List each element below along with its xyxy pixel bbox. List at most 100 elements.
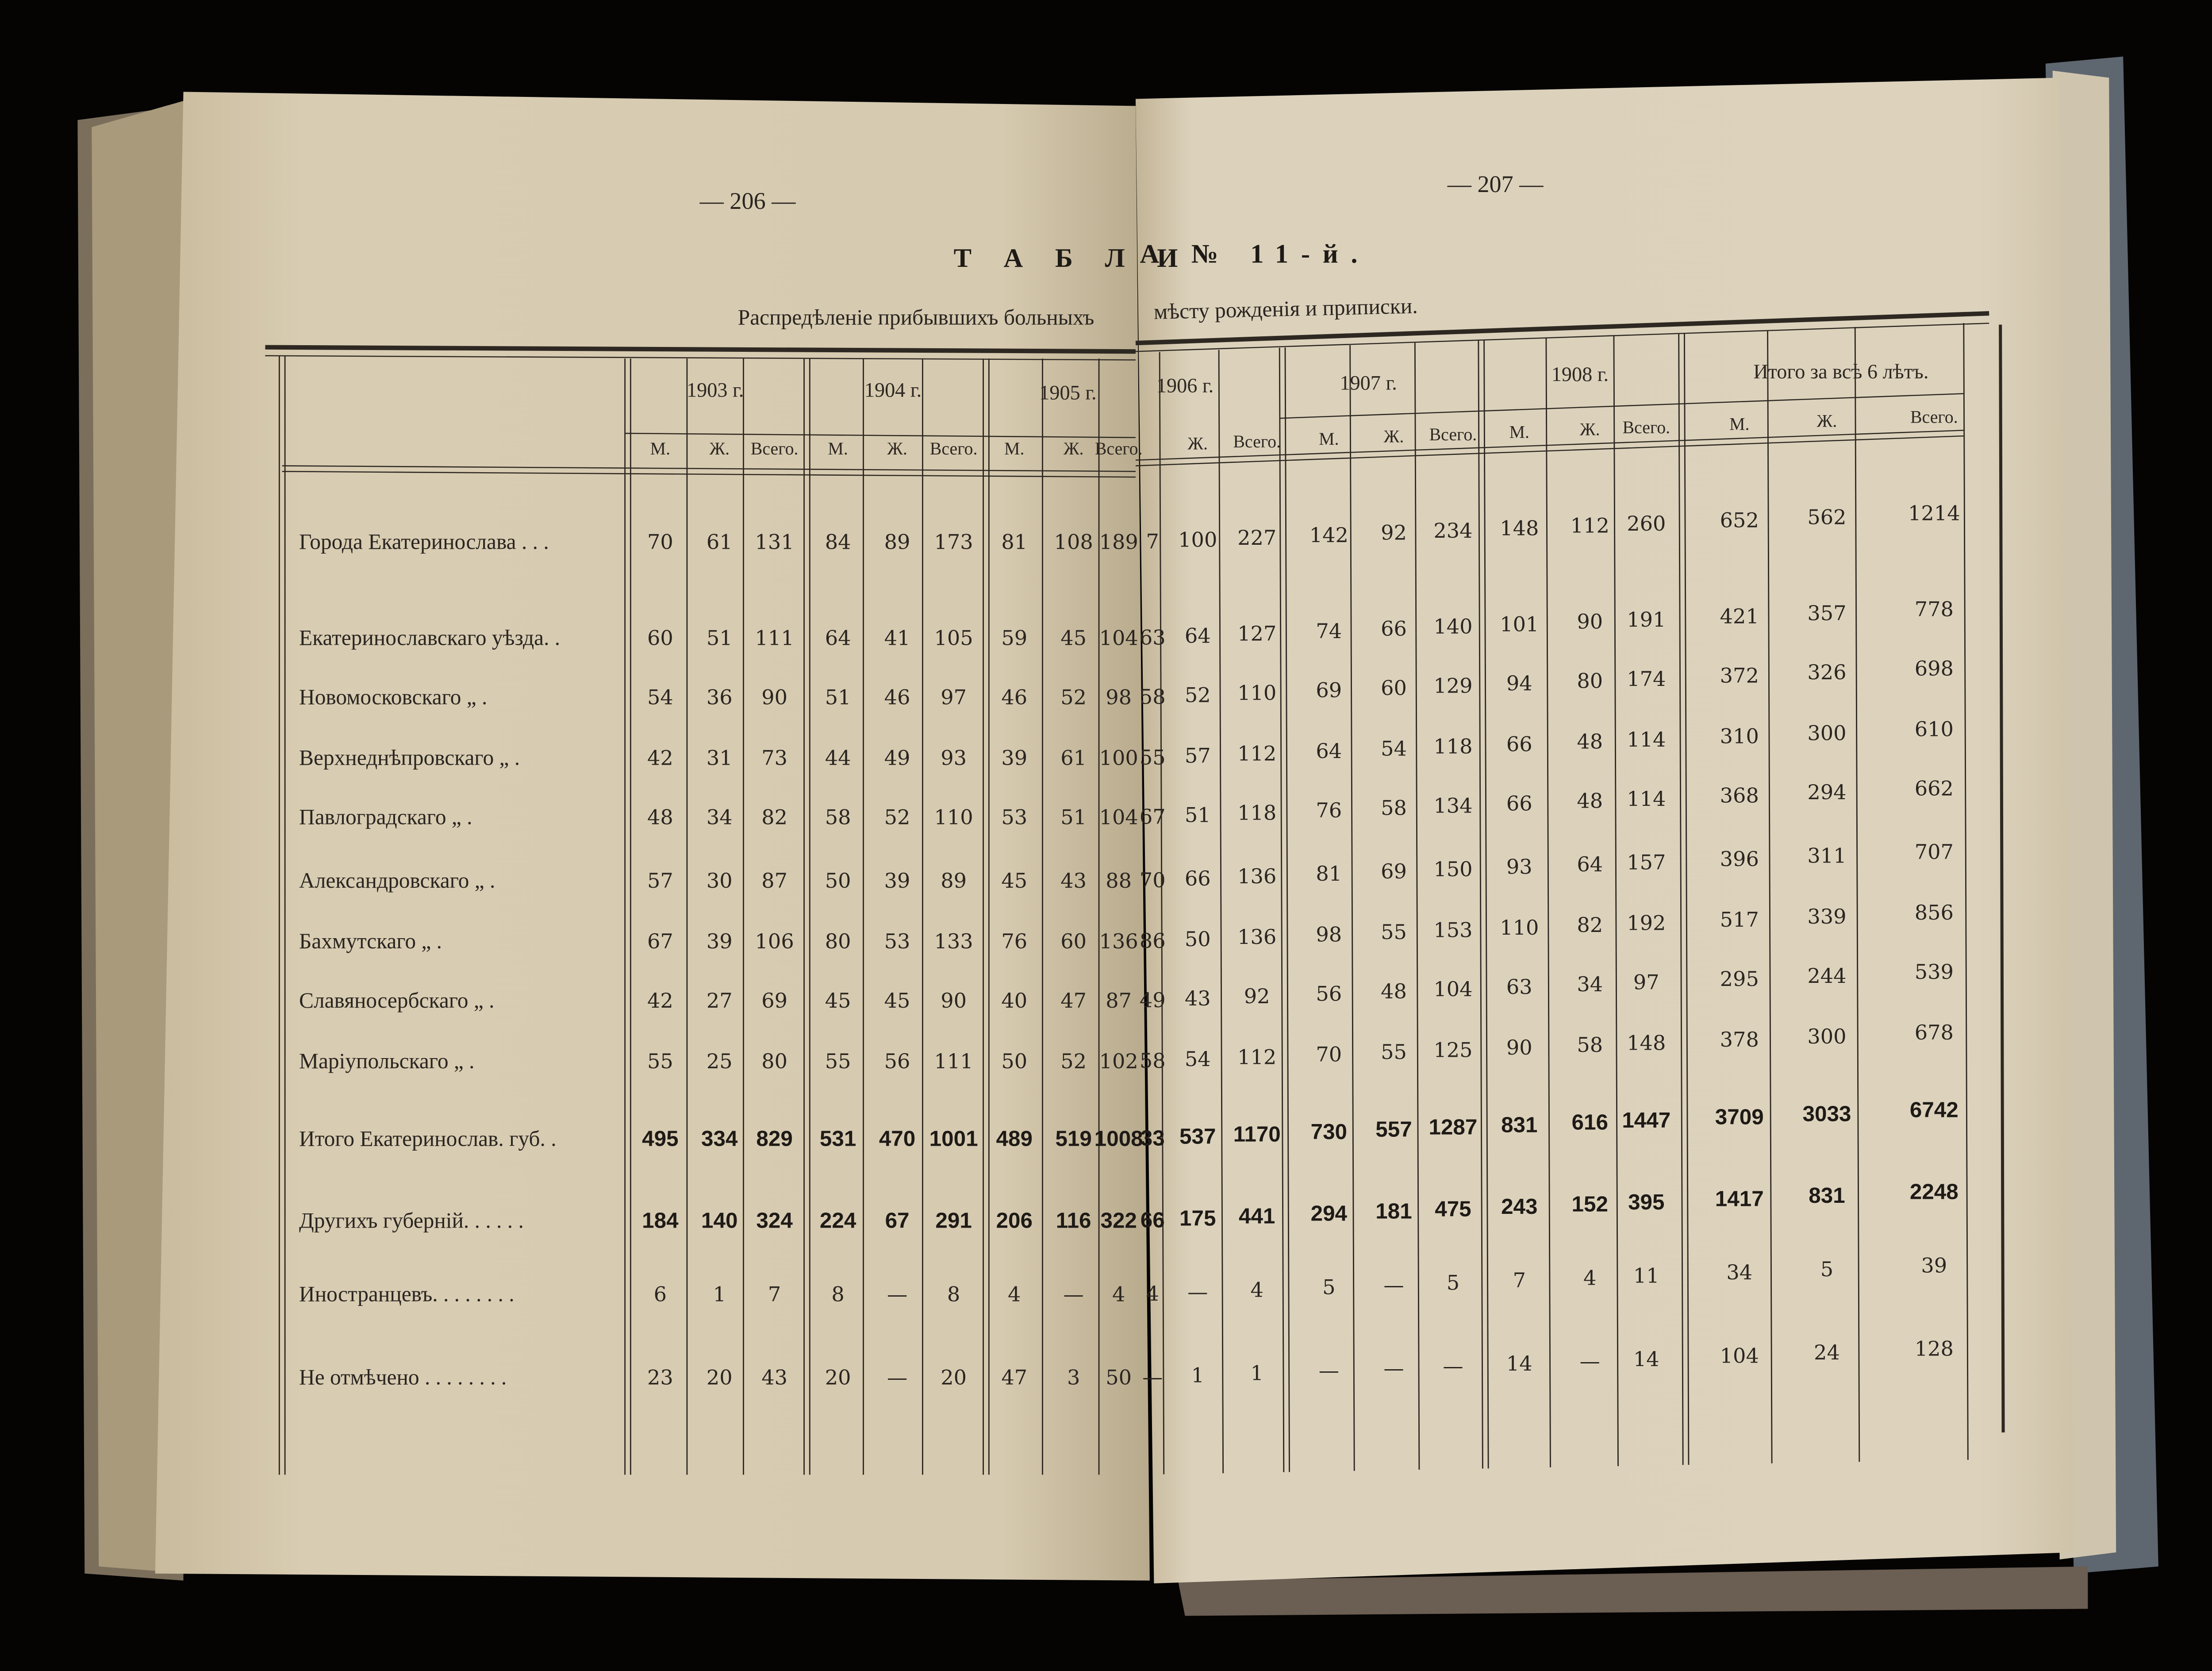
table-cell: 142	[1310, 523, 1348, 547]
table-cell: 53	[884, 929, 910, 953]
table-cell: 495	[642, 1127, 678, 1151]
table-cell: 48	[1577, 789, 1603, 813]
table-cell: 60	[647, 626, 673, 650]
table-cell: 54	[1381, 737, 1407, 761]
table-cell: 14	[1506, 1351, 1532, 1375]
table-cell: 662	[1915, 777, 1954, 801]
table-cell: 118	[1237, 801, 1276, 825]
rule-line	[1854, 327, 1860, 1462]
rule-line	[265, 355, 1136, 361]
table-cell: 51	[825, 685, 851, 709]
rule-line	[1478, 340, 1483, 1469]
subheader-f: Ж.	[1580, 420, 1600, 439]
table-cell: 324	[756, 1208, 793, 1232]
table-cell: 50	[1185, 927, 1211, 951]
table-cell: 125	[1433, 1038, 1472, 1062]
rule-line	[1218, 350, 1224, 1474]
table-cell: 104	[1720, 1344, 1759, 1367]
table-cell: —	[1064, 1282, 1084, 1306]
table-cell: 616	[1572, 1110, 1608, 1135]
table-cell: 5	[1322, 1275, 1335, 1299]
table-cell: 112	[1571, 514, 1609, 538]
table-cell: 93	[1506, 855, 1532, 879]
table-cell: 1001	[929, 1127, 978, 1151]
table-cell: 831	[1809, 1183, 1845, 1208]
table-cell: 14	[1633, 1347, 1659, 1371]
subheader-m: М.	[1729, 414, 1749, 434]
table-cell: 421	[1720, 604, 1759, 628]
table-cell: 53	[1001, 805, 1027, 829]
table-cell: 20	[707, 1365, 733, 1389]
table-row: Итого Екатеринослав. губ. . 495 334 829 531 4…	[299, 1098, 1959, 1151]
table-cell: 64	[825, 626, 851, 650]
table-cell: 55	[1381, 1040, 1407, 1064]
table-cell: 48	[1381, 979, 1407, 1003]
table-cell: —	[1319, 1359, 1339, 1382]
table-cell: 97	[941, 685, 967, 709]
table-cell: 610	[1915, 717, 1954, 741]
table-row: Маріупольскаго „ . 55 25 80 55 56 111 50 52 102 58…	[299, 1020, 1954, 1073]
subheader-total: Всего.	[751, 439, 799, 458]
row-label: Павлоградскаго „ .	[299, 805, 472, 829]
table-cell: 66	[1506, 732, 1532, 756]
subheader-total: Всего.	[1910, 407, 1958, 427]
table-cell: 1447	[1622, 1108, 1671, 1132]
table-cell: 52	[1060, 685, 1087, 709]
table-cell: 6742	[1910, 1098, 1959, 1122]
table-cell: 1214	[1908, 501, 1960, 525]
table-cell: 678	[1915, 1020, 1954, 1044]
table-cell: 80	[825, 929, 851, 953]
rule-line	[1767, 330, 1773, 1463]
table-cell: 244	[1807, 964, 1846, 988]
table-cell: 89	[884, 530, 910, 554]
table-cell: 140	[701, 1208, 737, 1232]
table-cell: 52	[1185, 683, 1211, 707]
table-cell: 34	[1577, 972, 1603, 996]
table-cell: 76	[1001, 929, 1027, 953]
table-cell: —	[1142, 1365, 1163, 1389]
subheader-total: Всего.	[1429, 424, 1477, 444]
column-group-header-4: 1907 г.	[1340, 371, 1397, 394]
table-cell: 40	[1001, 989, 1027, 1013]
table-cell: —	[1383, 1273, 1404, 1297]
table-cell: 7	[1513, 1268, 1526, 1292]
rule-line	[1135, 323, 1989, 352]
table-cell: 100	[1178, 528, 1217, 552]
table-title-left: Т А Б Л И	[954, 243, 1190, 273]
table-cell: 66	[1141, 1208, 1165, 1232]
table-cell: 4	[1112, 1282, 1125, 1306]
subheader-f: Ж.	[1817, 411, 1837, 431]
row-label: Не отмѣчено . . . . . . . .	[299, 1365, 507, 1389]
table-cell: 41	[884, 626, 910, 650]
table-cell: 129	[1433, 674, 1472, 698]
table-cell: 111	[755, 626, 794, 650]
table-cell: 174	[1627, 667, 1666, 691]
subheader-total: Всего.	[1233, 431, 1281, 451]
table-cell: 104	[1433, 977, 1472, 1001]
subheader-f: Ж.	[709, 439, 730, 458]
table-cell: 67	[885, 1208, 910, 1232]
table-cell: 4	[1583, 1266, 1596, 1290]
table-cell: 517	[1720, 908, 1759, 932]
table-cell: 104	[1099, 626, 1138, 650]
table-cell: 4	[1008, 1282, 1021, 1306]
table-cell: 80	[761, 1049, 787, 1073]
table-cell: 27	[707, 989, 733, 1013]
table-cell: 70	[1316, 1042, 1342, 1066]
rule-line	[1135, 311, 1989, 346]
table-cell: 82	[1577, 913, 1603, 937]
row-label: Города Екатеринослава . . .	[299, 530, 549, 554]
table-cell: 51	[707, 626, 733, 650]
table-cell: 56	[1316, 982, 1342, 1005]
table-cell: 39	[884, 869, 910, 893]
table-cell: 152	[1572, 1192, 1608, 1217]
table-cell: 55	[1381, 920, 1407, 944]
rule-line	[1999, 324, 2005, 1432]
rule-line	[1678, 333, 1684, 1465]
subheader-m: М.	[1004, 439, 1024, 458]
table-cell: 294	[1311, 1201, 1348, 1226]
table-cell: 42	[647, 989, 673, 1013]
table-cell: 7	[768, 1282, 781, 1306]
table-cell: 1	[1191, 1363, 1204, 1387]
